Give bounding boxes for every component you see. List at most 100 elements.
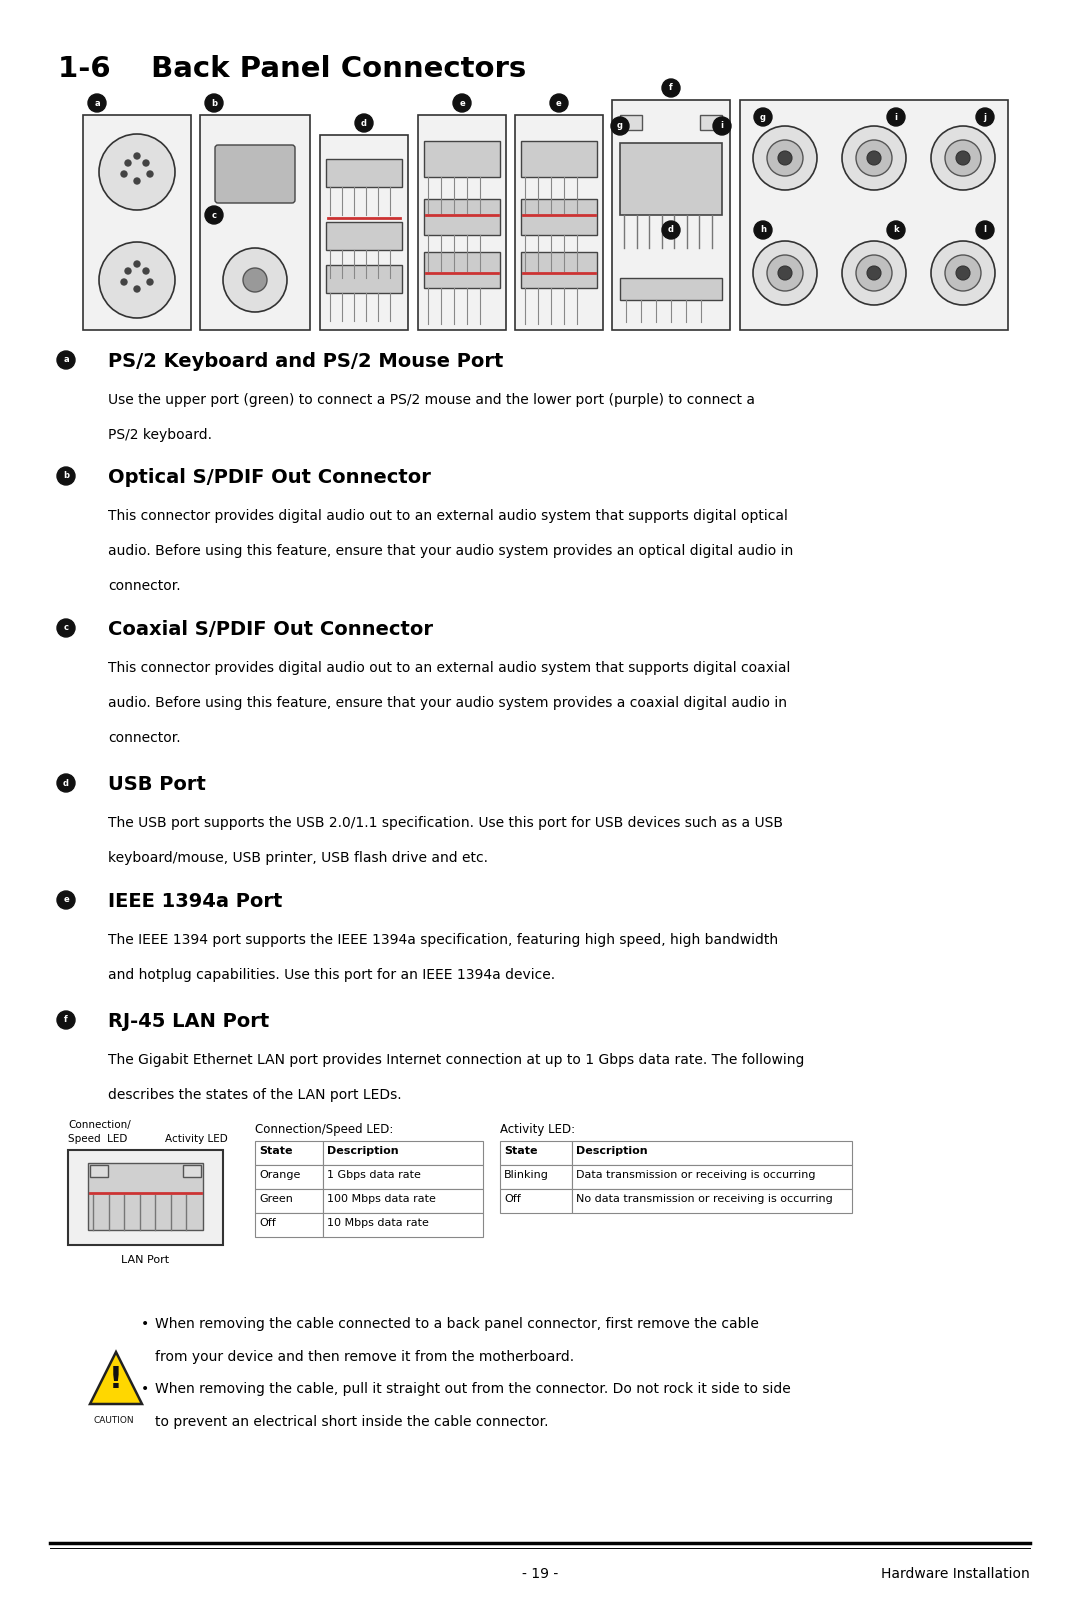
Bar xyxy=(200,115,310,330)
Text: Orange: Orange xyxy=(259,1169,300,1181)
Circle shape xyxy=(611,117,629,135)
Bar xyxy=(424,199,500,236)
Circle shape xyxy=(931,127,995,189)
FancyBboxPatch shape xyxy=(215,144,295,204)
Circle shape xyxy=(205,95,222,112)
FancyBboxPatch shape xyxy=(521,141,597,176)
Text: Coaxial S/PDIF Out Connector: Coaxial S/PDIF Out Connector xyxy=(108,621,433,638)
Text: h: h xyxy=(760,226,766,234)
Bar xyxy=(418,115,507,330)
Text: This connector provides digital audio out to an external audio system that suppo: This connector provides digital audio ou… xyxy=(108,661,791,675)
Circle shape xyxy=(767,255,804,290)
Circle shape xyxy=(57,619,75,637)
Circle shape xyxy=(662,79,680,96)
Bar xyxy=(500,1189,572,1213)
Text: 1 Gbps data rate: 1 Gbps data rate xyxy=(327,1169,421,1181)
Circle shape xyxy=(205,205,222,225)
Bar xyxy=(320,135,408,330)
Bar xyxy=(326,221,402,250)
Text: describes the states of the LAN port LEDs.: describes the states of the LAN port LED… xyxy=(108,1088,402,1102)
Text: Optical S/PDIF Out Connector: Optical S/PDIF Out Connector xyxy=(108,468,431,488)
Circle shape xyxy=(753,241,816,305)
Circle shape xyxy=(976,221,994,239)
Circle shape xyxy=(778,266,792,281)
Circle shape xyxy=(945,255,981,290)
Bar xyxy=(620,277,723,300)
Bar xyxy=(255,1213,323,1237)
Text: LAN Port: LAN Port xyxy=(121,1254,170,1266)
Circle shape xyxy=(121,279,127,286)
Circle shape xyxy=(355,114,373,132)
Text: j: j xyxy=(984,112,986,122)
Circle shape xyxy=(57,1011,75,1030)
Bar xyxy=(521,199,597,236)
Circle shape xyxy=(134,286,140,292)
Text: State: State xyxy=(259,1145,293,1156)
Text: Connection/: Connection/ xyxy=(68,1120,131,1129)
Text: keyboard/mouse, USB printer, USB flash drive and etc.: keyboard/mouse, USB printer, USB flash d… xyxy=(108,852,488,865)
Text: audio. Before using this feature, ensure that your audio system provides an opti: audio. Before using this feature, ensure… xyxy=(108,544,793,558)
Text: connector.: connector. xyxy=(108,731,180,744)
Circle shape xyxy=(713,117,731,135)
Bar xyxy=(500,1165,572,1189)
Bar xyxy=(700,115,723,130)
Text: e: e xyxy=(459,98,464,107)
Text: g: g xyxy=(760,112,766,122)
Circle shape xyxy=(99,135,175,210)
Text: Activity LED:: Activity LED: xyxy=(500,1123,576,1136)
Text: The Gigabit Ethernet LAN port provides Internet connection at up to 1 Gbps data : The Gigabit Ethernet LAN port provides I… xyxy=(108,1052,805,1067)
Circle shape xyxy=(57,890,75,909)
Bar xyxy=(572,1189,852,1213)
Bar xyxy=(620,143,723,215)
Circle shape xyxy=(147,279,153,286)
Text: connector.: connector. xyxy=(108,579,180,593)
Circle shape xyxy=(976,107,994,127)
Text: f: f xyxy=(670,83,673,93)
Text: 100 Mbps data rate: 100 Mbps data rate xyxy=(327,1193,436,1205)
Text: Description: Description xyxy=(576,1145,648,1156)
Circle shape xyxy=(125,268,131,274)
Text: Use the upper port (green) to connect a PS/2 mouse and the lower port (purple) t: Use the upper port (green) to connect a … xyxy=(108,393,755,407)
Circle shape xyxy=(956,266,970,281)
Circle shape xyxy=(134,178,140,184)
Text: No data transmission or receiving is occurring: No data transmission or receiving is occ… xyxy=(576,1193,833,1205)
Text: •: • xyxy=(141,1317,149,1331)
Text: e: e xyxy=(63,895,69,905)
Text: Activity LED: Activity LED xyxy=(165,1134,228,1144)
Text: d: d xyxy=(361,119,367,127)
Text: Connection/Speed LED:: Connection/Speed LED: xyxy=(255,1123,393,1136)
Text: Blinking: Blinking xyxy=(504,1169,549,1181)
Text: - 19 -: - 19 - xyxy=(522,1567,558,1582)
Text: This connector provides digital audio out to an external audio system that suppo: This connector provides digital audio ou… xyxy=(108,508,788,523)
Text: from your device and then remove it from the motherboard.: from your device and then remove it from… xyxy=(156,1351,575,1363)
Circle shape xyxy=(125,160,131,165)
Circle shape xyxy=(754,107,772,127)
Circle shape xyxy=(143,160,149,165)
Bar xyxy=(68,1150,222,1245)
Circle shape xyxy=(867,266,881,281)
Text: b: b xyxy=(211,98,217,107)
Bar xyxy=(572,1140,852,1165)
Text: !: ! xyxy=(109,1365,123,1394)
Bar xyxy=(183,1165,201,1177)
Text: d: d xyxy=(669,226,674,234)
Bar xyxy=(424,141,500,176)
Circle shape xyxy=(57,467,75,484)
Text: Off: Off xyxy=(259,1217,275,1229)
Text: RJ-45 LAN Port: RJ-45 LAN Port xyxy=(108,1012,269,1031)
Text: l: l xyxy=(984,226,986,234)
Text: and hotplug capabilities. Use this port for an IEEE 1394a device.: and hotplug capabilities. Use this port … xyxy=(108,967,555,982)
Circle shape xyxy=(931,241,995,305)
Circle shape xyxy=(243,268,267,292)
Text: a: a xyxy=(94,98,99,107)
Circle shape xyxy=(99,242,175,318)
Text: b: b xyxy=(63,472,69,481)
Bar xyxy=(326,159,402,188)
Circle shape xyxy=(856,140,892,176)
Polygon shape xyxy=(90,1352,141,1404)
Circle shape xyxy=(134,261,140,266)
Circle shape xyxy=(550,95,568,112)
Text: USB Port: USB Port xyxy=(108,775,206,794)
Bar xyxy=(323,1140,483,1165)
Bar xyxy=(323,1165,483,1189)
